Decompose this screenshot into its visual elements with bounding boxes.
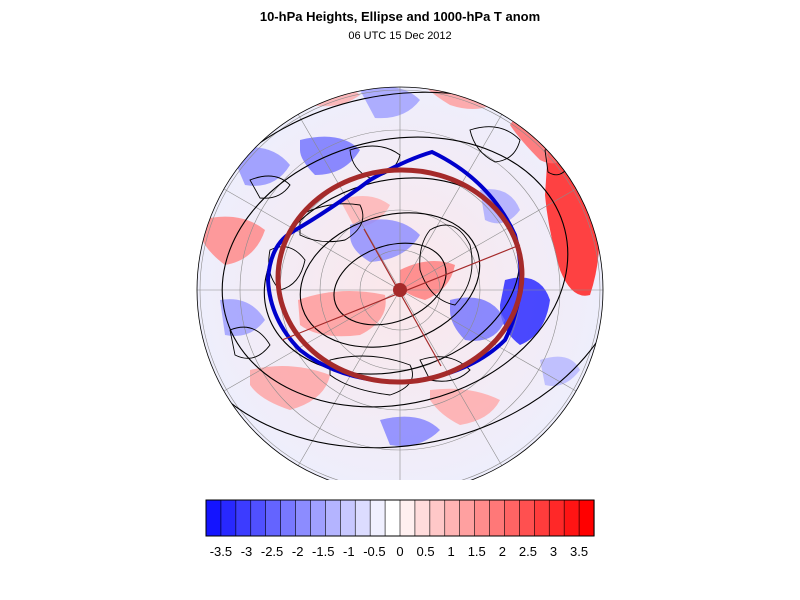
warm-anomaly-region: [200, 216, 265, 265]
map-title: 10-hPa Heights, Ellipse and 1000-hPa T a…: [259, 9, 541, 24]
colorbar-tick-label: -1: [343, 544, 355, 559]
cold-anomaly-region: [380, 416, 440, 446]
cold-anomaly-region: [540, 356, 580, 386]
cold-anomaly-region: [300, 136, 360, 175]
polar-map: [196, 86, 604, 480]
colorbar-tick-label: -3.5: [210, 544, 232, 559]
ellipse-center-marker: [393, 283, 407, 297]
colorbar-bin: [354, 499, 371, 537]
colorbar-bin: [295, 499, 312, 537]
colorbar-tick-label: 0.5: [417, 544, 435, 559]
colorbar-tick-labels: -3.5 -3 -2.5 -2 -1.5 -1 -0.5 0 0.5 1 1.5 2 2.5 3 3.5: [210, 544, 588, 559]
colorbar-bin: [578, 499, 595, 537]
cold-anomaly-region: [450, 297, 505, 341]
colorbar-bin: [265, 499, 282, 537]
colorbar-tick-label: 1: [448, 544, 455, 559]
ellipse-axis-line: [363, 228, 442, 367]
warm-anomaly-region: [430, 388, 500, 425]
colorbar-bin: [459, 499, 476, 537]
colorbar-bin: [429, 499, 446, 537]
colorbar-bins: [205, 499, 595, 537]
map-border: [196, 86, 604, 480]
cold-anomaly-region: [360, 87, 420, 119]
colorbar-tick-label: 1.5: [468, 544, 486, 559]
colorbar-bin: [325, 499, 341, 537]
colorbar-tick-label: 2.5: [519, 544, 537, 559]
colorbar-bin: [534, 499, 550, 537]
colorbar-bin: [235, 499, 252, 537]
colorbar-tick-label: -0.5: [363, 544, 385, 559]
colorbar-bin: [519, 499, 535, 537]
colorbar-tick-label: 3: [550, 544, 557, 559]
colorbar-tick-label: 2: [499, 544, 506, 559]
colorbar-tick-label: -2.5: [261, 544, 283, 559]
fitted-ellipse: [275, 167, 525, 385]
colorbar-bin: [384, 499, 401, 537]
colorbar-bin: [548, 499, 565, 537]
colorbar-tick-label: -3: [241, 544, 253, 559]
colorbar-frame: [205, 499, 595, 537]
colorbar-bin: [220, 499, 237, 537]
cold-anomaly-region: [350, 219, 420, 262]
colorbar-bin: [563, 499, 580, 537]
colorbar-bin: [340, 499, 356, 537]
map-subtitle: 06 UTC 15 Dec 2012: [348, 30, 452, 42]
colorbar-tick-label: 0: [396, 544, 403, 559]
colorbar-tick-label: -1.5: [312, 544, 334, 559]
colorbar-bin: [474, 499, 491, 537]
height-contours: [197, 91, 603, 449]
colorbar-bin: [399, 499, 416, 537]
colorbar-bin: [250, 499, 267, 537]
graticule: [197, 87, 603, 480]
colorbar-bin: [310, 499, 326, 537]
colorbar-tick-label: -2: [292, 544, 304, 559]
colorbar-bin: [489, 499, 506, 537]
colorbar-tick-label: 3.5: [570, 544, 588, 559]
cold-anomaly-region: [500, 277, 550, 345]
colorbar-bin: [369, 499, 386, 537]
colorbar-bin: [414, 499, 431, 537]
colorbar-bin: [444, 499, 461, 537]
colorbar-bin: [205, 499, 222, 537]
colorbar-bin: [504, 499, 520, 537]
colorbar-bin: [280, 499, 297, 537]
